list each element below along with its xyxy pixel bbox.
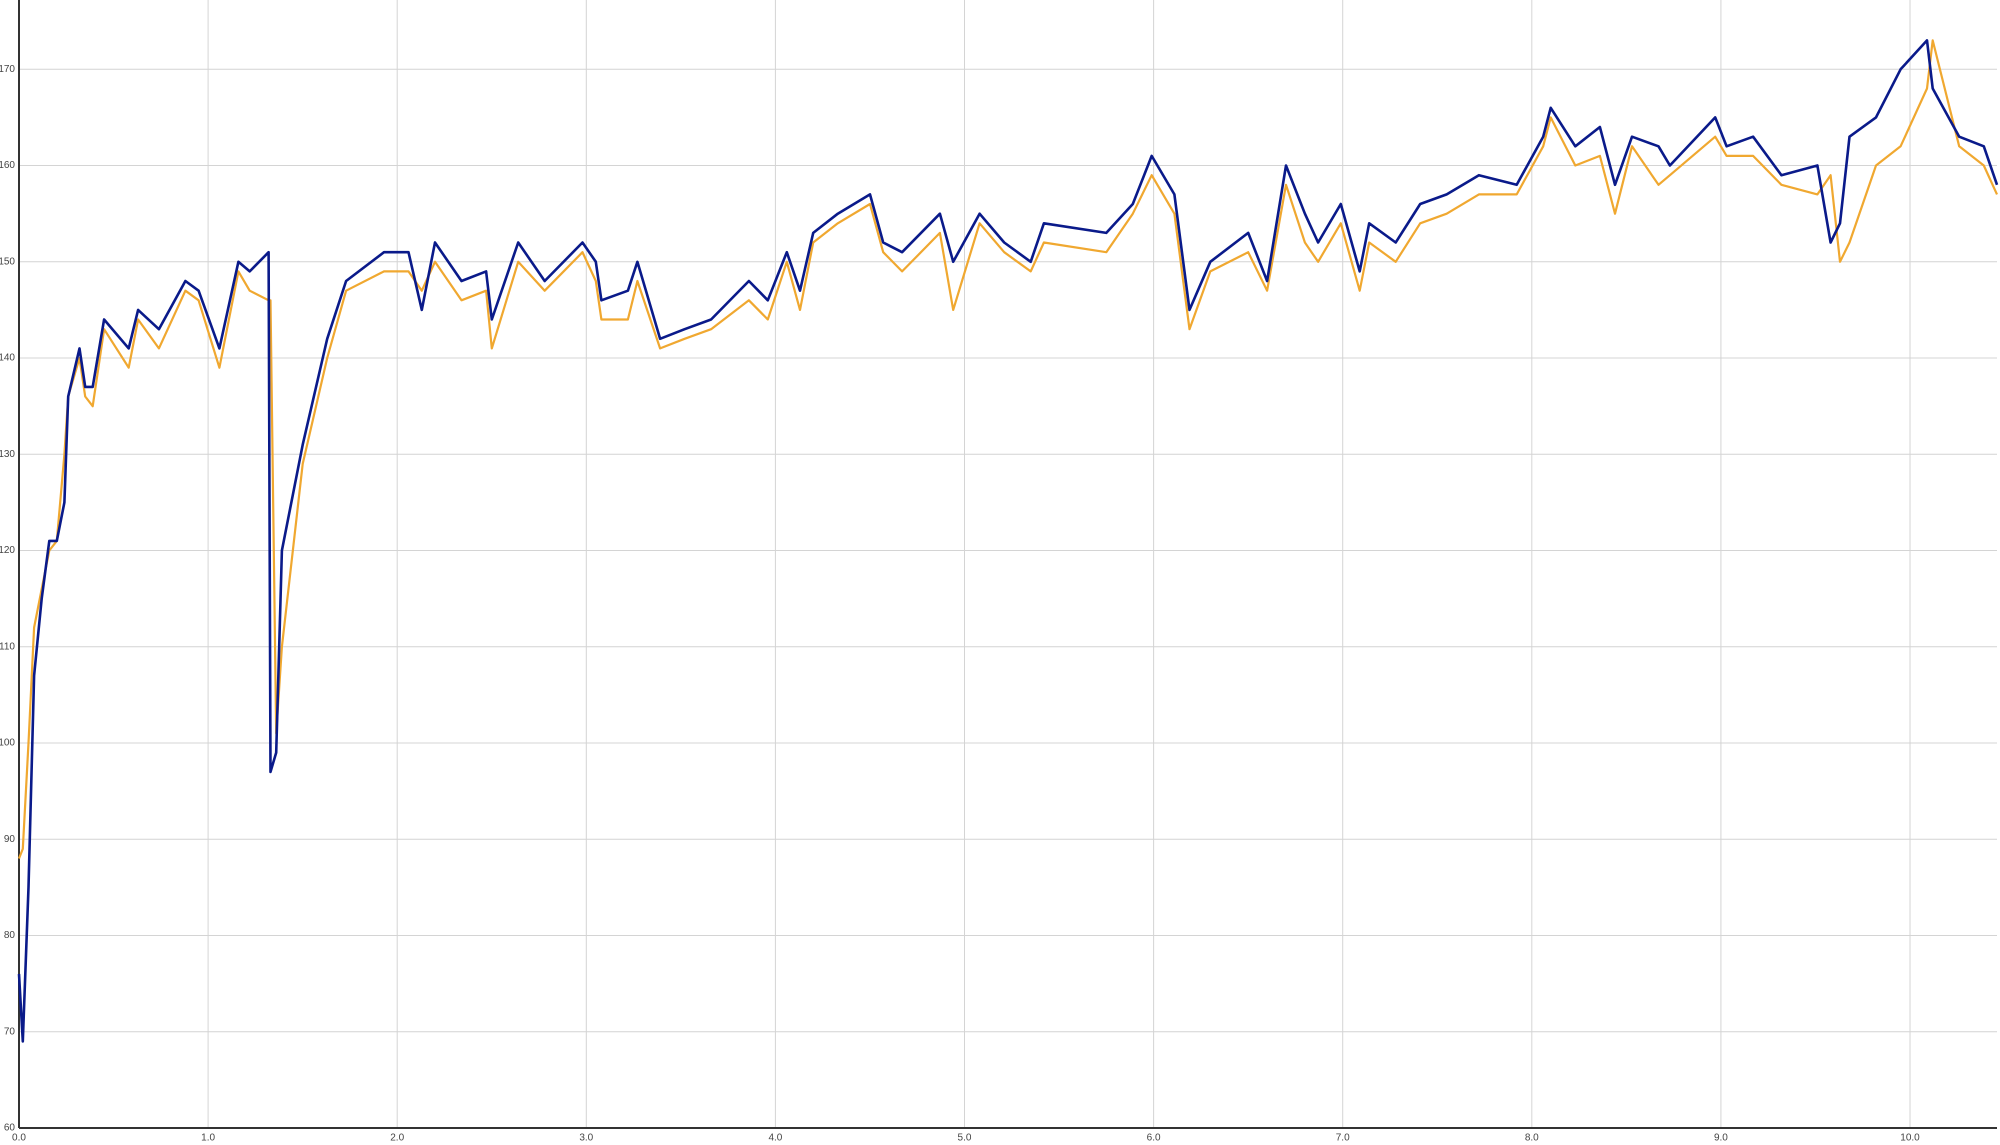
y-tick-label: 120 <box>0 545 15 556</box>
x-tick-label: 8.0 <box>1525 1133 1539 1144</box>
y-tick-label: 80 <box>4 930 16 941</box>
x-tick-label: 5.0 <box>958 1133 972 1144</box>
x-tick-label: 1.0 <box>201 1133 215 1144</box>
y-tick-label: 130 <box>0 449 15 460</box>
x-tick-label: 0.0 <box>12 1133 26 1144</box>
x-tick-label: 4.0 <box>768 1133 782 1144</box>
x-tick-label: 2.0 <box>390 1133 404 1144</box>
x-tick-label: 10.0 <box>1900 1133 1920 1144</box>
y-tick-label: 140 <box>0 353 15 364</box>
x-tick-label: 6.0 <box>1147 1133 1161 1144</box>
x-tick-label: 7.0 <box>1336 1133 1350 1144</box>
y-tick-label: 170 <box>0 64 15 75</box>
x-tick-label: 9.0 <box>1714 1133 1728 1144</box>
y-tick-label: 60 <box>4 1123 16 1134</box>
y-tick-label: 110 <box>0 641 15 652</box>
x-tick-label: 3.0 <box>579 1133 593 1144</box>
y-tick-label: 70 <box>4 1026 16 1037</box>
y-tick-label: 160 <box>0 160 15 171</box>
series-line <box>17 39 1999 859</box>
y-tick-label: 100 <box>0 738 15 749</box>
y-tick-label: 150 <box>0 256 15 267</box>
series-line <box>17 39 1999 1043</box>
y-tick-label: 90 <box>4 834 16 845</box>
